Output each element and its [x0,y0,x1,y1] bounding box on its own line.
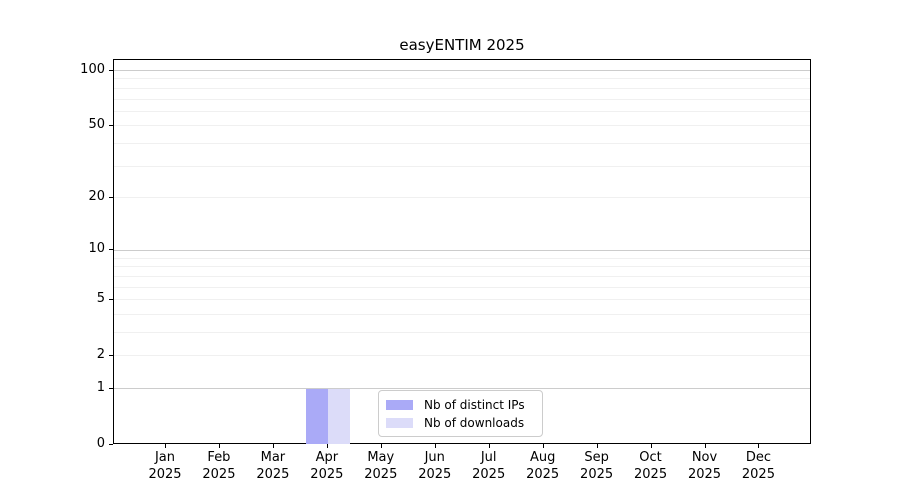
y-minor-gridline [114,110,810,112]
y-axis-tick [109,196,113,198]
y-axis-tick [109,444,113,445]
x-axis-month-label: Dec [745,450,772,465]
x-axis-tick [165,444,166,448]
y-minor-gridline [114,78,810,80]
x-axis-tick-label: Oct 2025 [619,450,683,484]
x-axis-tick-label: Jul 2025 [457,450,521,484]
y-axis-tick [109,249,113,251]
y-minor-gridline [114,286,810,288]
y-axis-tick [109,69,113,71]
x-axis-tick [380,444,382,448]
plot-area [113,59,811,444]
legend-swatch-nb-of-downloads [386,417,413,428]
y-minor-gridline [114,143,810,145]
x-axis-month-label: Oct [639,450,662,465]
x-axis-year-label: 2025 [634,466,668,482]
y-major-gridline [114,249,810,251]
y-minor-gridline [114,197,810,199]
y-axis-tick [109,124,113,126]
x-axis-year-label: 2025 [256,466,290,482]
x-axis-tick [758,444,760,448]
x-axis-year-label: 2025 [148,466,182,482]
y-axis-tick-label: 100 [80,61,105,77]
y-minor-gridline [114,165,810,167]
y-axis-tick-label: 1 [96,379,105,395]
legend-label: Nb of downloads [424,415,525,430]
x-axis-tick [596,444,598,448]
x-axis-year-label: 2025 [687,466,722,482]
bar-nb-of-distinct-ips [306,388,328,444]
legend-label: Nb of distinct IPs [424,397,525,412]
y-major-gridline [114,70,810,72]
chart-title: easyENTIM 2025 [399,36,525,54]
y-minor-gridline [114,332,810,334]
x-axis-month-label: Jun [424,450,445,465]
x-axis-year-label: 2025 [202,466,236,482]
x-axis-tick-label: Dec 2025 [726,450,790,484]
legend-swatch-nb-of-distinct-ips [386,399,413,410]
x-axis-month-label: Aug [529,450,556,465]
x-axis-tick-label: Jan 2025 [133,450,197,484]
y-minor-gridline [114,266,810,268]
x-axis-month-label: Feb [207,450,231,465]
x-axis-month-label: May [367,450,395,465]
x-axis-year-label: 2025 [310,466,344,482]
x-axis-tick [434,444,436,448]
y-axis-tick [109,387,113,389]
x-axis-tick-label: Sep 2025 [565,450,629,484]
y-axis-tick [109,298,113,300]
x-axis-tick [272,444,274,448]
y-minor-gridline [114,87,810,89]
y-minor-gridline [114,125,810,127]
y-axis-tick-label: 50 [88,116,105,132]
y-minor-gridline [114,355,810,357]
x-axis-tick [542,444,544,448]
y-minor-gridline [114,313,810,315]
legend: Nb of distinct IPs Nb of downloads [378,390,543,437]
y-axis-tick-label: 5 [96,290,105,306]
y-axis-tick-label: 0 [96,436,105,451]
x-axis-year-label: 2025 [472,466,506,482]
y-minor-gridline [114,98,810,100]
x-axis-month-label: Jul [480,450,497,465]
x-axis-tick [704,444,706,448]
y-axis-tick-label: 10 [88,241,105,257]
y-axis-tick-label: 20 [88,188,105,204]
y-axis-tick-label: 2 [96,346,105,362]
legend-row: Nb of distinct IPs [386,398,542,412]
x-axis-tick [488,444,490,448]
x-axis-tick-label: May 2025 [349,450,413,484]
x-axis-tick [326,444,328,448]
x-axis-tick [650,444,652,448]
x-axis-year-label: 2025 [418,466,452,482]
x-axis-tick-label: Mar 2025 [241,450,305,484]
x-axis-tick-label: Feb 2025 [187,450,251,484]
y-minor-gridline [114,257,810,259]
bar-nb-of-downloads [327,388,350,444]
x-axis-month-label: Sep [584,450,609,465]
x-axis-month-label: Apr [315,450,339,465]
y-minor-gridline [114,275,810,277]
x-axis-year-label: 2025 [580,466,614,482]
x-axis-month-label: Nov [691,450,718,465]
x-axis-tick [218,444,220,448]
x-axis-tick-label: Nov 2025 [673,450,737,484]
x-axis-year-label: 2025 [526,466,560,482]
legend-row: Nb of downloads [386,416,542,430]
y-minor-gridline [114,299,810,301]
y-major-gridline [114,388,810,390]
x-axis-month-label: Jan [154,450,176,465]
x-axis-tick-label: Jun 2025 [403,450,467,484]
x-axis-month-label: Mar [260,450,286,465]
y-axis-tick [109,354,113,356]
x-axis-tick-label: Apr 2025 [295,450,359,484]
x-axis-year-label: 2025 [741,466,775,482]
x-axis-tick-label: Aug 2025 [511,450,575,484]
x-axis-year-label: 2025 [364,466,398,482]
